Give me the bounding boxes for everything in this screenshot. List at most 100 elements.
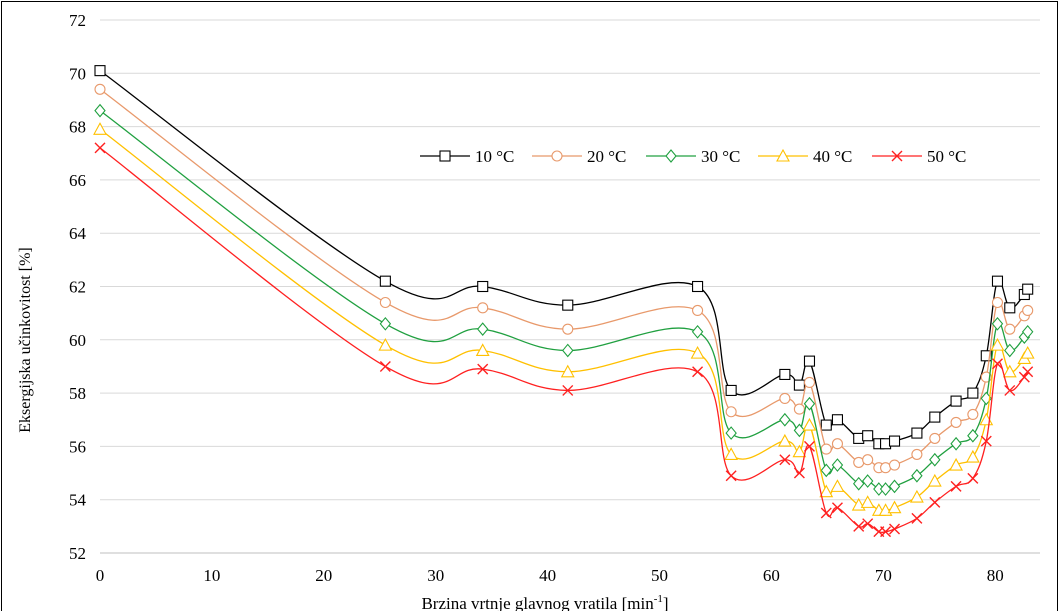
data-point-triangle	[965, 449, 980, 463]
data-point-diamond	[888, 479, 901, 494]
x-axis-title-end: ]	[663, 594, 669, 611]
data-point-circle	[725, 406, 737, 418]
data-point-diamond	[476, 322, 489, 336]
legend-item: 40 °C	[758, 147, 852, 166]
legend-item: 30 °C	[646, 147, 740, 166]
data-point-square	[692, 280, 704, 293]
data-point-diamond	[562, 343, 574, 358]
data-point-square	[803, 355, 816, 367]
data-point-circle	[477, 302, 489, 314]
data-point-square	[980, 350, 992, 362]
x-tick-label: 80	[987, 566, 1004, 585]
data-point-circle	[911, 448, 923, 460]
series-line	[99, 70, 1029, 446]
data-point-triangle	[378, 337, 393, 351]
data-point-x	[967, 472, 979, 484]
data-point-square	[820, 419, 832, 431]
series-10-c	[94, 65, 1034, 450]
data-point-circle	[379, 296, 391, 309]
data-point-diamond	[820, 463, 832, 478]
data-point-diamond	[950, 436, 962, 451]
data-point-diamond	[725, 426, 737, 440]
data-point-square	[1004, 302, 1016, 314]
data-point-circle	[803, 376, 816, 388]
data-point-triangle	[777, 433, 792, 447]
y-tick-label: 66	[69, 171, 86, 190]
x-tick-label: 60	[763, 566, 780, 585]
data-point-diamond	[929, 452, 941, 467]
y-tick-label: 62	[69, 278, 86, 297]
data-point-x	[562, 384, 574, 396]
legend-label: 10 °C	[475, 147, 514, 166]
x-axis-title-main: Brzina vrtnje glavnog vratila [min	[421, 594, 654, 611]
data-point-x	[779, 454, 791, 466]
data-point-diamond	[779, 412, 791, 427]
data-point-triangle	[792, 444, 807, 458]
data-point-diamond	[1021, 324, 1034, 339]
data-point-circle	[862, 454, 874, 466]
data-point-square	[831, 414, 844, 426]
data-point-triangle	[1002, 364, 1017, 378]
data-point-x	[911, 512, 923, 524]
legend-label: 40 °C	[813, 147, 852, 166]
y-tick-label: 72	[69, 11, 86, 30]
legend-item: 50 °C	[872, 147, 966, 166]
data-point-x	[1018, 371, 1030, 383]
data-point-circle	[1004, 323, 1016, 335]
y-tick-label: 54	[69, 491, 87, 510]
y-tick-label: 52	[69, 544, 86, 563]
x-axis-title: Brzina vrtnje glavnog vratila [min-1]	[421, 593, 668, 611]
data-point-triangle	[860, 495, 875, 508]
data-point-circle	[692, 304, 704, 317]
data-point-x	[803, 440, 815, 452]
data-point-circle	[929, 432, 941, 444]
data-point-circle	[950, 416, 962, 428]
legend-marker-square	[439, 150, 451, 162]
series-line	[99, 110, 1029, 491]
y-tick-label: 64	[69, 224, 87, 243]
data-point-diamond	[852, 476, 865, 491]
y-tick-label: 68	[69, 118, 86, 137]
y-tick-label: 58	[69, 384, 86, 403]
data-point-triangle	[887, 500, 902, 514]
data-point-circle	[562, 323, 574, 335]
data-point-x	[379, 360, 391, 372]
x-tick-label: 10	[203, 566, 220, 585]
data-point-square	[929, 411, 941, 423]
legend-item: 20 °C	[532, 147, 626, 166]
data-point-x	[862, 518, 874, 530]
series-30-c	[94, 103, 1034, 496]
legend-label: 30 °C	[701, 147, 740, 166]
y-tick-label: 60	[69, 331, 86, 350]
data-point-diamond	[1004, 343, 1016, 358]
data-point-circle	[967, 408, 979, 420]
data-point-diamond	[967, 428, 979, 443]
data-point-x	[1004, 384, 1016, 396]
data-point-square	[477, 280, 489, 293]
legend-marker-circle	[551, 150, 563, 162]
data-point-x	[725, 470, 737, 482]
data-point-square	[725, 384, 737, 396]
data-point-circle	[831, 438, 844, 450]
data-point-x	[889, 523, 901, 535]
x-tick-label: 70	[875, 566, 892, 585]
data-point-circle	[888, 459, 901, 471]
data-point-diamond	[691, 324, 704, 339]
data-point-triangle	[802, 417, 817, 431]
data-point-square	[862, 430, 874, 442]
x-tick-label: 20	[315, 566, 332, 585]
data-point-circle	[820, 443, 832, 455]
data-point-triangle	[690, 345, 705, 359]
data-point-triangle	[1020, 345, 1035, 359]
y-tick-label: 56	[69, 437, 86, 456]
data-point-triangle	[990, 337, 1005, 351]
data-point-x	[692, 366, 704, 378]
data-point-x	[929, 496, 941, 508]
axes: 52 54 56 58 60 62 64 66 68 70 72 0 10 20 30 40 50 60 70 80	[69, 11, 1040, 585]
data-point-square	[991, 275, 1004, 287]
data-point-triangle	[909, 489, 924, 503]
data-point-square	[950, 395, 962, 407]
